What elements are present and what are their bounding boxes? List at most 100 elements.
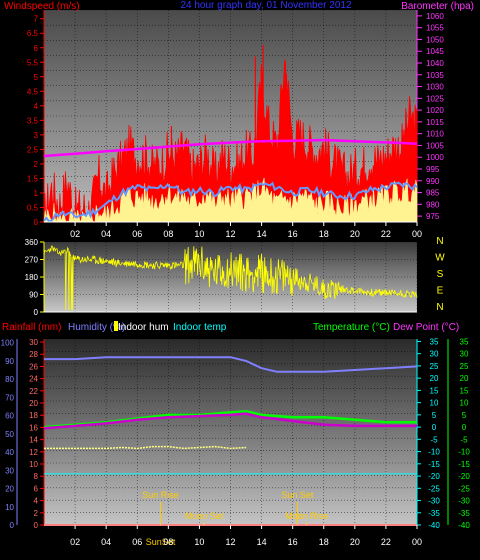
indoor-hum-marker <box>114 321 118 331</box>
x-tick-label: 16 <box>288 229 298 239</box>
barometer-tick-label: 990 <box>426 177 440 186</box>
windspeed-tick-label: 2.5 <box>27 145 39 154</box>
windspeed-tick-label: 5 <box>34 73 39 82</box>
x-tick-label: 02 <box>70 537 80 547</box>
rainfall-tick-label: 6 <box>34 484 39 493</box>
windspeed-tick-label: 3 <box>34 131 39 140</box>
temperature-tick-label: -5 <box>460 435 468 444</box>
rainfall-tick-label: 16 <box>29 423 38 432</box>
barometer-tick-label: 1015 <box>426 118 444 127</box>
wind-gust-series <box>43 177 418 223</box>
compass-label: S <box>437 269 444 280</box>
x-tick-label: 04 <box>101 229 111 239</box>
barometer-tick-label: 1000 <box>426 153 444 162</box>
windspeed-tick-label: 1 <box>34 189 39 198</box>
compass-label: N <box>436 302 443 313</box>
x-tick-label: 06 <box>132 537 142 547</box>
temperature-tick-label: 20 <box>460 374 469 383</box>
barometer-tick-label: 975 <box>426 212 440 221</box>
indoor-temp-tick-label: -30 <box>428 497 440 506</box>
humidity-tick-label: 70 <box>5 393 14 402</box>
x-tick-label: 02 <box>70 229 80 239</box>
legend-item: Dew Point (°C) <box>393 322 459 333</box>
x-tick-label: 22 <box>381 229 391 239</box>
temperature-tick-label: 15 <box>460 386 469 395</box>
rainfall-tick-label: 22 <box>29 387 38 396</box>
x-tick-label: 06 <box>132 229 142 239</box>
humidity-tick-label: 10 <box>5 503 14 512</box>
temperature-tick-label: 25 <box>460 362 469 371</box>
indoor-temp-tick-label: 30 <box>430 350 439 359</box>
legend-item: Humidity (%) <box>68 322 125 333</box>
x-tick-label: 22 <box>381 537 391 547</box>
legend-item: Rainfall (mm) <box>2 322 61 333</box>
x-tick-label: 14 <box>257 537 267 547</box>
windspeed-tick-label: 6.5 <box>27 29 39 38</box>
temperature-tick-label: 5 <box>462 411 467 420</box>
wind-average-series <box>43 181 418 223</box>
legend-item: Indoor temp <box>173 322 227 333</box>
barometer-tick-label: 985 <box>426 189 440 198</box>
humidity-tick-label: 40 <box>5 448 14 457</box>
windspeed-tick-label: 4.5 <box>27 87 39 96</box>
annotation-label: Moon Set <box>185 511 224 521</box>
humidity-tick-label: 30 <box>5 466 14 475</box>
windspeed-tick-label: 5.5 <box>27 58 39 67</box>
x-tick-label: 12 <box>225 537 235 547</box>
windspeed-series <box>43 59 418 223</box>
x-tick-label: 00 <box>412 229 422 239</box>
windspeed-tick-label: 2 <box>34 160 39 169</box>
windspeed-tick-label: 4 <box>34 102 39 111</box>
x-tick-label: 20 <box>350 229 360 239</box>
humidity-tick-label: 80 <box>5 375 14 384</box>
barometer-tick-label: 1050 <box>426 35 444 44</box>
direction-tick-label: 180 <box>25 273 39 282</box>
windspeed-axis-title: Windspeed (m/s) <box>4 1 80 12</box>
barometer-tick-label: 1060 <box>426 12 444 21</box>
indoor-temp-tick-label: 35 <box>430 337 439 346</box>
humidity-tick-label: 90 <box>5 357 14 366</box>
compass-label: N <box>436 236 443 247</box>
x-tick-label: 10 <box>194 229 204 239</box>
indoor-temp-tick-label: 15 <box>430 386 439 395</box>
rainfall-tick-label: 26 <box>29 362 38 371</box>
humidity-tick-label: 0 <box>10 521 15 530</box>
indoor-temp-tick-label: 10 <box>430 399 439 408</box>
barometer-tick-label: 1030 <box>426 83 444 92</box>
indoor-temp-tick-label: -40 <box>428 521 440 530</box>
temperature-tick-label: -25 <box>458 484 470 493</box>
rainfall-tick-label: 4 <box>34 497 39 506</box>
rainfall-tick-label: 18 <box>29 411 38 420</box>
barometer-tick-label: 1025 <box>426 94 444 103</box>
barometer-tick-label: 1055 <box>426 24 444 33</box>
humidity-tick-label: 100 <box>1 339 15 348</box>
rainfall-tick-label: 14 <box>29 436 38 445</box>
x-tick-label: 04 <box>101 537 111 547</box>
windspeed-tick-label: 6 <box>34 44 39 53</box>
legend-item: Indoor hum <box>118 322 169 333</box>
barometer-tick-label: 1035 <box>426 71 444 80</box>
rainfall-tick-label: 20 <box>29 399 38 408</box>
temperature-tick-label: -35 <box>458 509 470 518</box>
x-tick-label: 10 <box>194 537 204 547</box>
barometer-series <box>43 138 418 158</box>
temperature-tick-label: 0 <box>462 423 467 432</box>
barometer-tick-label: 1010 <box>426 130 444 139</box>
indoor-temp-tick-label: -35 <box>428 509 440 518</box>
indoor-temp-tick-label: -10 <box>428 448 440 457</box>
temperature-tick-label: 30 <box>460 350 469 359</box>
x-tick-label: 00 <box>412 537 422 547</box>
barometer-tick-label: 980 <box>426 200 440 209</box>
x-tick-label: 20 <box>350 537 360 547</box>
windspeed-tick-label: 0 <box>34 218 39 227</box>
x-tick-label: 08 <box>163 229 173 239</box>
annotation-label: Sun Rise <box>142 490 179 500</box>
chart-title: 24 hour graph day, 01 November 2012 <box>180 0 351 11</box>
barometer-tick-label: 1040 <box>426 59 444 68</box>
temperature-tick-label: -15 <box>458 460 470 469</box>
rainfall-tick-label: 30 <box>29 338 38 347</box>
x-tick-label: 14 <box>257 229 267 239</box>
windspeed-tick-label: 0.5 <box>27 203 39 212</box>
